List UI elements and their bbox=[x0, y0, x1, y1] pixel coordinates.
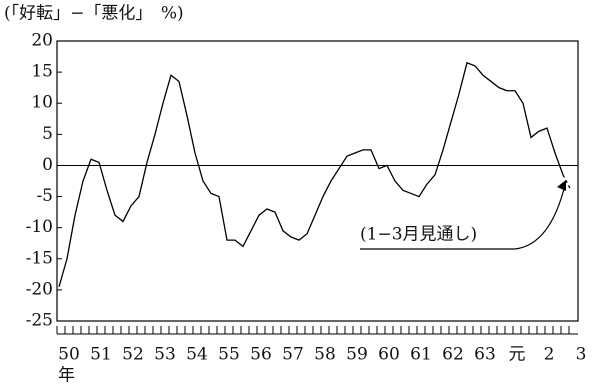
arrow-head bbox=[557, 180, 566, 191]
y-tick-label: 15 bbox=[31, 62, 53, 82]
x-tick-label: 2 bbox=[544, 345, 555, 365]
y-tick-label: 20 bbox=[31, 31, 53, 51]
x-tick-label: 60 bbox=[378, 345, 400, 365]
x-tick-label: 54 bbox=[186, 345, 208, 365]
x-tick-label: 53 bbox=[154, 345, 176, 365]
plot-frame bbox=[56, 40, 579, 322]
annotation-arrow bbox=[360, 184, 566, 250]
x-tick-label: 元 bbox=[509, 345, 526, 365]
x-tick-label: 56 bbox=[250, 345, 272, 365]
x-tick-label: 62 bbox=[442, 345, 464, 365]
x-unit: 年 bbox=[58, 366, 75, 386]
x-tick-label: 58 bbox=[314, 345, 336, 365]
annotation: (1−3月見通し) bbox=[360, 225, 477, 245]
y-tick-label: -25 bbox=[26, 311, 53, 331]
data-line bbox=[562, 174, 572, 191]
x-tick-label: 55 bbox=[218, 345, 240, 365]
data-line bbox=[58, 61, 564, 287]
x-tick-label: 52 bbox=[122, 345, 144, 365]
x-tick-label: 61 bbox=[410, 345, 432, 365]
x-tick-label: 3 bbox=[576, 345, 587, 365]
x-tick-label: 57 bbox=[282, 345, 304, 365]
x-tick-label: 50 bbox=[58, 345, 80, 365]
y-tick-label: 5 bbox=[42, 124, 53, 144]
y-tick-label: 10 bbox=[31, 93, 53, 113]
x-tick-label: 51 bbox=[90, 345, 112, 365]
y-tick-label: -15 bbox=[26, 248, 53, 268]
y-tick-label: 0 bbox=[42, 155, 53, 175]
chart-title: (「好転」−「悪化」 %) bbox=[4, 4, 184, 24]
y-tick-label: -5 bbox=[36, 186, 53, 206]
x-tick-label: 63 bbox=[474, 345, 496, 365]
y-tick-label: -20 bbox=[26, 279, 53, 299]
x-tick-label: 59 bbox=[346, 345, 368, 365]
y-tick-label: -10 bbox=[26, 217, 53, 237]
